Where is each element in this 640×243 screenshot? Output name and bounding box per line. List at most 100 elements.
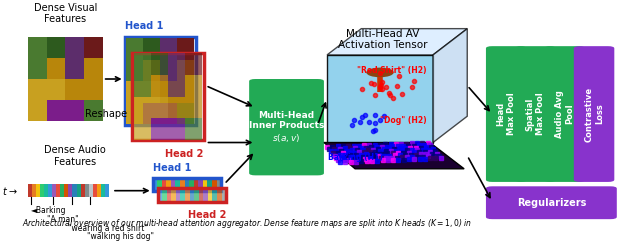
Text: "walking his dog": "walking his dog" — [87, 232, 154, 241]
Bar — [166, 189, 172, 202]
Bar — [189, 189, 194, 202]
Bar — [208, 189, 212, 202]
Text: Head 2: Head 2 — [165, 149, 204, 159]
Bar — [221, 189, 226, 202]
Bar — [81, 184, 84, 197]
Text: Dense Visual
Features: Dense Visual Features — [34, 3, 97, 24]
Bar — [105, 184, 109, 197]
Bar — [177, 103, 195, 124]
Bar — [177, 60, 195, 81]
Bar — [126, 81, 143, 103]
Circle shape — [366, 68, 394, 77]
Bar — [171, 178, 175, 191]
Bar — [47, 37, 65, 58]
Bar — [77, 184, 81, 197]
Bar — [48, 184, 52, 197]
Bar — [216, 178, 221, 191]
Bar — [134, 118, 151, 140]
Bar — [198, 178, 203, 191]
FancyBboxPatch shape — [249, 79, 324, 175]
Bar — [52, 184, 56, 197]
Bar — [194, 189, 198, 202]
Bar — [177, 81, 195, 103]
Bar — [172, 189, 176, 202]
Bar — [97, 184, 101, 197]
Text: Head 2: Head 2 — [188, 210, 226, 220]
Text: Architectural overview of our multi-head attention aggregator. Dense feature map: Architectural overview of our multi-head… — [22, 217, 472, 230]
Bar — [40, 184, 44, 197]
Bar — [84, 100, 102, 121]
Bar — [56, 184, 60, 197]
Bar — [68, 184, 72, 197]
Bar — [176, 189, 180, 202]
Bar — [161, 103, 177, 124]
Bar — [143, 60, 161, 81]
Bar — [28, 37, 47, 58]
Bar — [72, 184, 77, 197]
Bar — [185, 189, 189, 202]
Bar — [185, 53, 202, 75]
Bar — [185, 118, 202, 140]
Bar — [143, 38, 161, 60]
Bar — [161, 60, 177, 81]
Bar — [203, 178, 207, 191]
Text: Multi-Head
Inner Products
$s(a, v)$: Multi-Head Inner Products $s(a, v)$ — [249, 111, 324, 144]
Bar — [184, 178, 189, 191]
Text: $t$ →: $t$ → — [2, 185, 19, 197]
Bar — [89, 184, 93, 197]
Text: "Dog" (H2): "Dog" (H2) — [380, 116, 427, 125]
Bar — [126, 60, 143, 81]
Bar — [157, 189, 226, 202]
Bar — [185, 96, 202, 118]
Bar — [198, 189, 204, 202]
Bar — [60, 184, 65, 197]
Polygon shape — [324, 142, 464, 169]
Text: Reshape: Reshape — [84, 109, 127, 119]
Bar — [143, 103, 161, 124]
Bar — [157, 178, 162, 191]
Bar — [93, 184, 97, 197]
Bar — [204, 189, 208, 202]
Text: Contrastive
Loss: Contrastive Loss — [584, 87, 604, 142]
Bar — [28, 79, 47, 100]
Bar — [162, 189, 166, 202]
Bar — [47, 100, 65, 121]
Bar — [180, 189, 185, 202]
Bar — [180, 178, 184, 191]
Bar — [101, 184, 105, 197]
Text: "wearing a red shirt": "wearing a red shirt" — [68, 224, 148, 233]
Bar — [151, 75, 168, 96]
Bar — [168, 53, 185, 75]
Text: Multi-Head AV
Activation Tensor: Multi-Head AV Activation Tensor — [339, 29, 428, 50]
Bar — [126, 38, 143, 60]
Bar — [84, 37, 102, 58]
Text: "A man": "A man" — [47, 215, 78, 224]
Bar — [168, 118, 185, 140]
Bar — [84, 79, 102, 100]
Bar — [36, 184, 40, 197]
Text: Spatial
Max Pool: Spatial Max Pool — [526, 93, 545, 135]
Text: ◄Barking: ◄Barking — [31, 206, 67, 215]
Bar — [125, 37, 196, 125]
Text: Barking (H1): Barking (H1) — [328, 153, 383, 162]
Polygon shape — [433, 29, 467, 142]
Bar — [177, 38, 195, 60]
Bar — [65, 58, 84, 79]
Text: "Red Shirt" (H2): "Red Shirt" (H2) — [357, 66, 427, 75]
Bar — [151, 53, 168, 75]
Text: Head
Max Pool: Head Max Pool — [497, 93, 516, 135]
Text: Regularizers: Regularizers — [516, 198, 586, 208]
Bar — [151, 96, 168, 118]
Bar — [65, 37, 84, 58]
Bar — [44, 184, 48, 197]
Bar — [134, 75, 151, 96]
FancyBboxPatch shape — [515, 46, 556, 182]
Bar — [161, 81, 177, 103]
Text: Head 1: Head 1 — [125, 21, 163, 31]
Bar — [207, 178, 212, 191]
Bar — [143, 81, 161, 103]
FancyBboxPatch shape — [574, 46, 614, 182]
Bar — [185, 75, 202, 96]
Bar — [65, 184, 68, 197]
Bar — [47, 58, 65, 79]
